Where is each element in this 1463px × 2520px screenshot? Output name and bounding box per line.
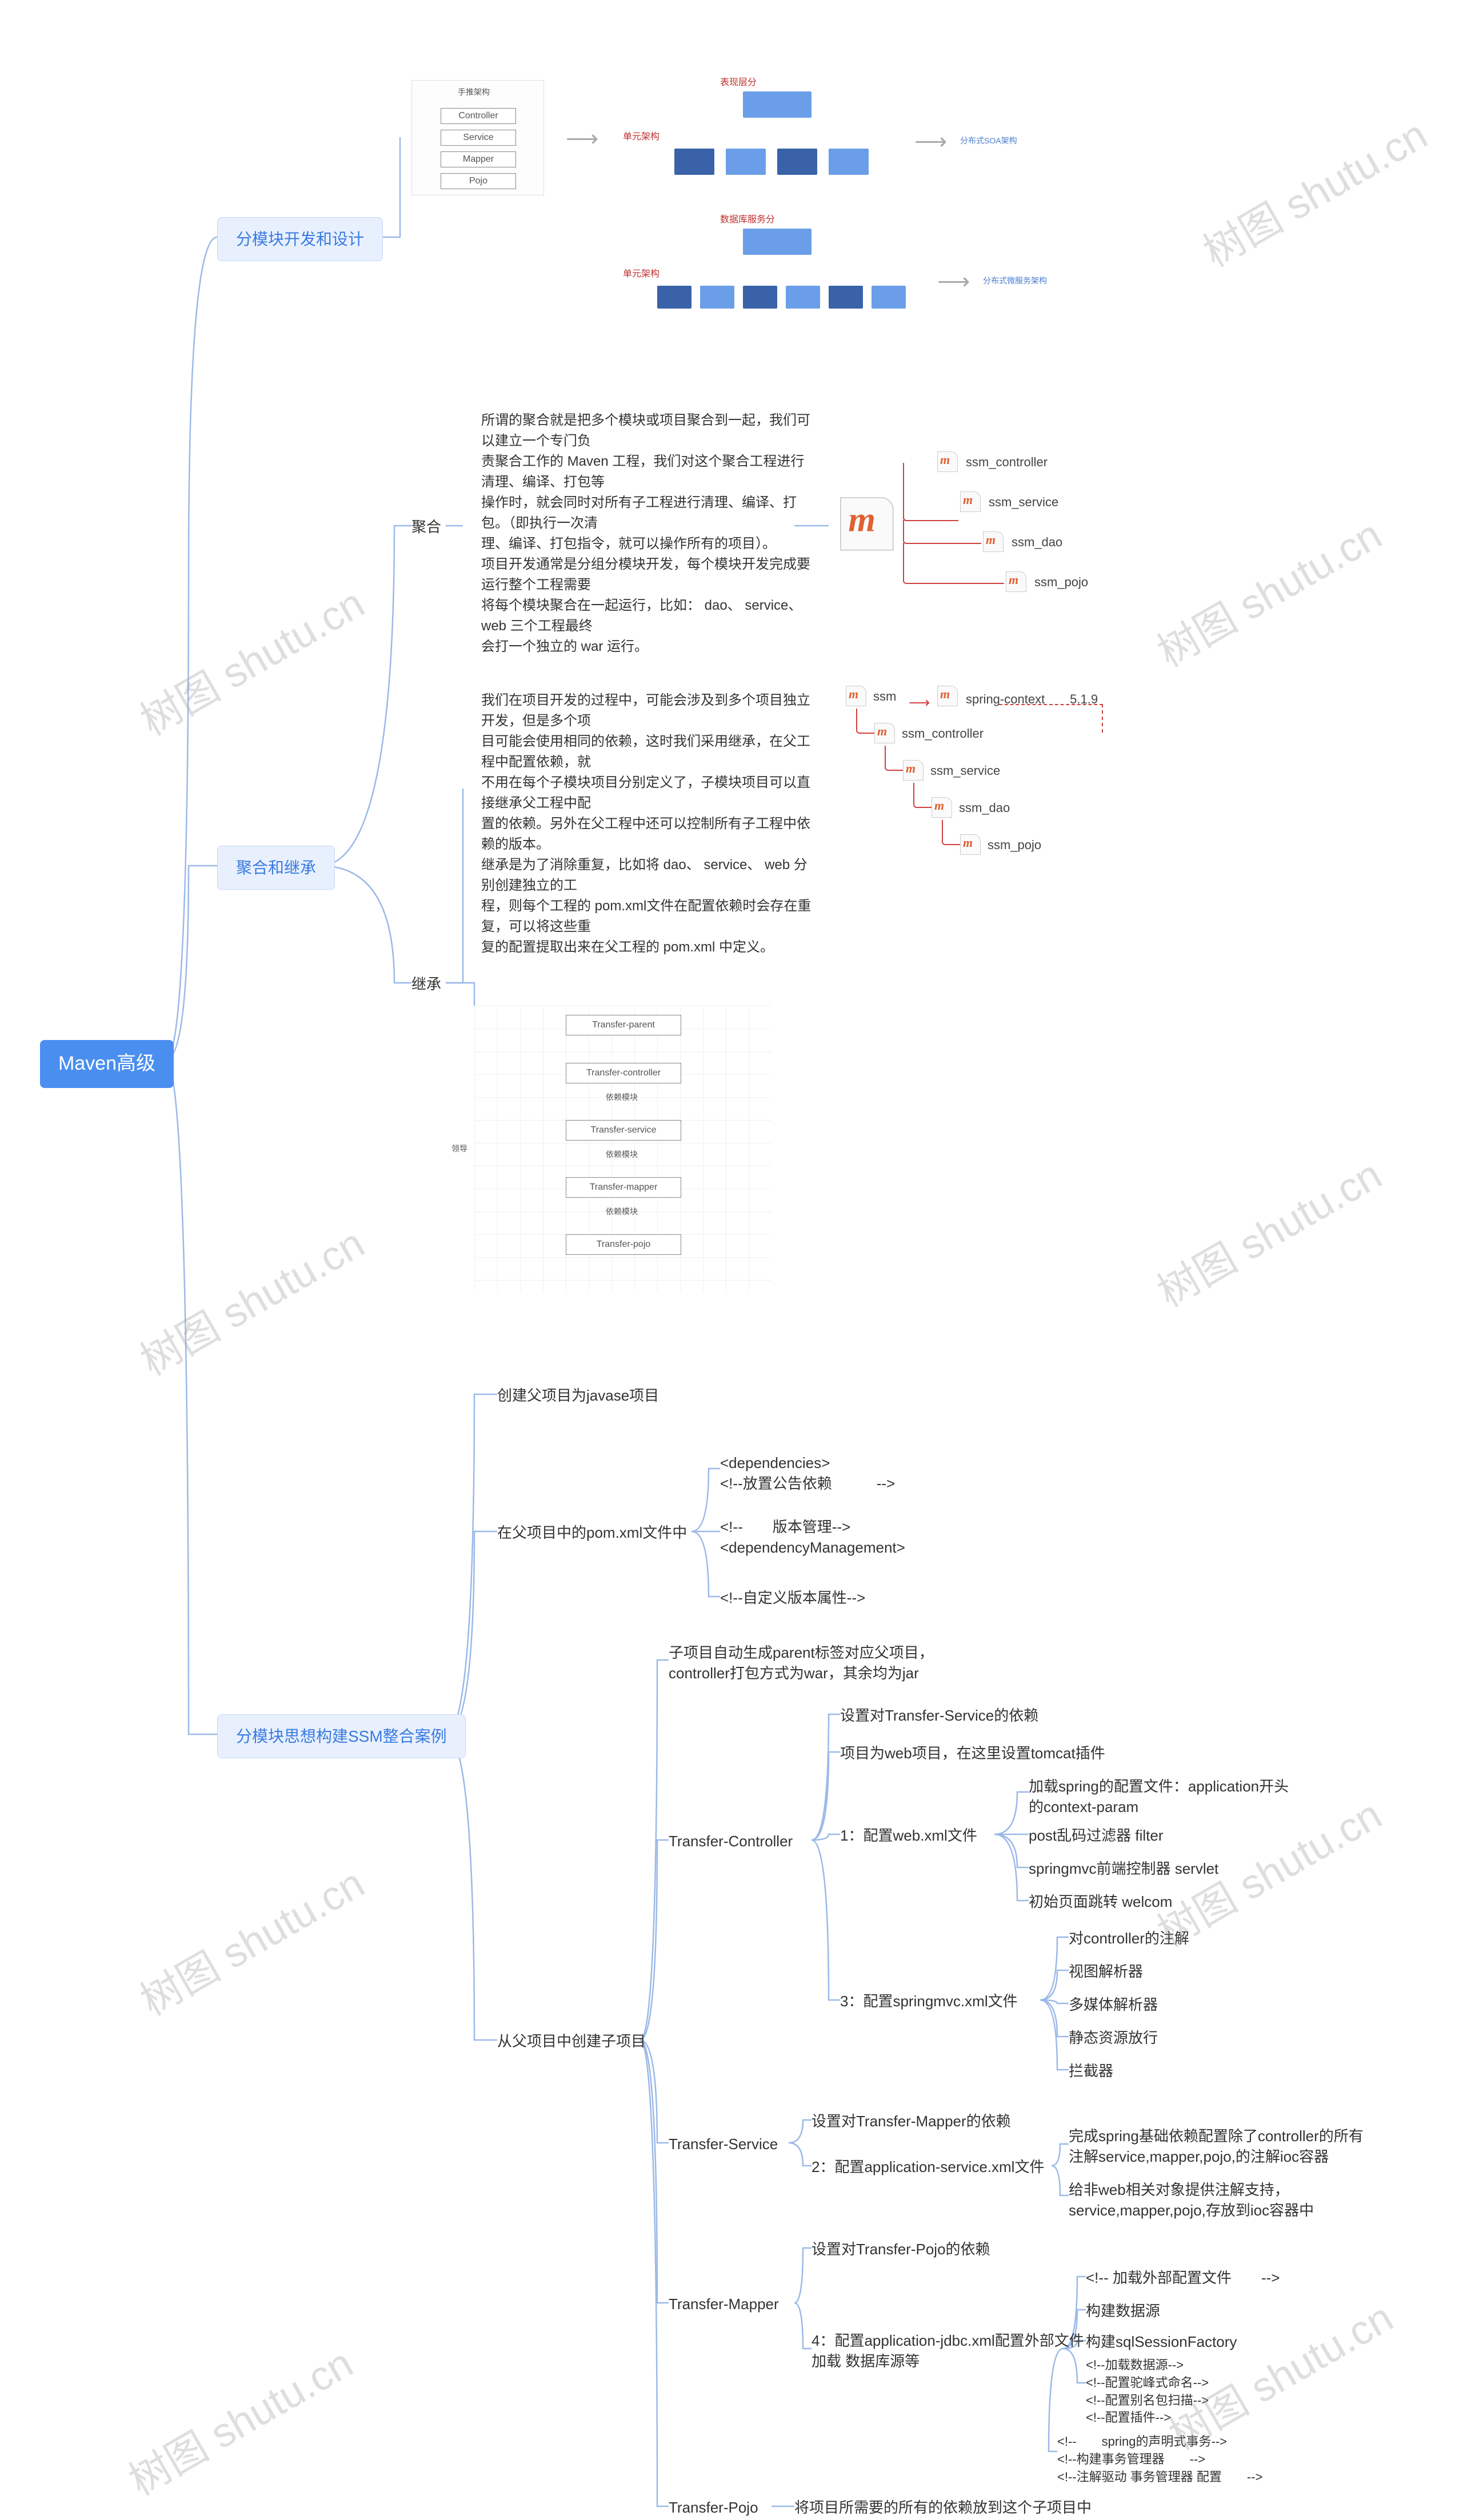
tc-sub: 静态资源放行: [1069, 2025, 1158, 2050]
tm-sub: <!--加载数据源--> <!--配置驼峰式命名--> <!--配置别名包扫描-…: [1086, 2354, 1209, 2429]
root-node[interactable]: Maven高级: [40, 1040, 174, 1088]
seq-side-label: 领导: [451, 1143, 467, 1154]
arch-layer: Service: [441, 130, 516, 146]
dep-block: <!-- 版本管理--> <dependencyManagement>: [720, 1514, 905, 1561]
seq-box: Transfer-service: [566, 1120, 681, 1141]
seq-rel: 依赖模块: [606, 1206, 638, 1217]
ts-item: 设置对Transfer-Mapper的依赖: [812, 2109, 1011, 2134]
tm-sub: 构建sqlSessionFactory: [1086, 2329, 1237, 2354]
dep-block: <dependencies> <!--放置公告依赖 -->: [720, 1450, 895, 1497]
arch-layer: Controller: [441, 108, 516, 124]
seq-rel: 依赖模块: [606, 1091, 638, 1103]
arch-monolith-box: 手推架构 Controller Service Mapper Pojo: [411, 80, 544, 195]
transfer-mapper[interactable]: Transfer-Mapper: [669, 2291, 779, 2317]
tm-sub: 构建数据源: [1086, 2298, 1160, 2323]
tc-item: 3：配置springmvc.xml文件: [840, 1989, 1018, 2014]
case-step2[interactable]: 在父项目中的pom.xml文件中: [497, 1520, 687, 1545]
tp-item: 将项目所需要的所有的依赖放到这个子项目中: [794, 2495, 1092, 2520]
transfer-pojo[interactable]: Transfer-Pojo: [669, 2495, 758, 2520]
tc-item: 1：配置web.xml文件: [840, 1823, 977, 1848]
ts-item: 2：配置application-service.xml文件: [812, 2154, 1044, 2179]
text-inheritance: 我们在项目开发的过程中，可能会涉及到多个项目独立开发，但是多个项 目可能会使用相…: [463, 680, 831, 968]
seq-box: Transfer-pojo: [566, 1234, 681, 1255]
tc-sub: 初始页面跳转 welcom: [1029, 1889, 1172, 1914]
tc-sub: 多媒体解析器: [1069, 1992, 1158, 2017]
arch-layer: Pojo: [441, 173, 516, 189]
node-aggregation[interactable]: 聚合: [411, 514, 441, 539]
ts-sub: 给非web相关对象提供注解支持，service,mapper,pojo,存放到i…: [1069, 2177, 1366, 2223]
tm-sub: <!-- spring的声明式事务--> <!--构建事务管理器 --> <!-…: [1057, 2431, 1262, 2488]
tm-sub: <!-- 加载外部配置文件 -->: [1086, 2265, 1280, 2290]
tm-item: 设置对Transfer-Pojo的依赖: [812, 2237, 990, 2262]
tm-item: 4：配置application-jdbc.xml配置外部文件 加载 数据库源等: [812, 2328, 1084, 2374]
node-module-design[interactable]: 分模块开发和设计: [217, 217, 383, 261]
tc-item: 设置对Transfer-Service的依赖: [840, 1703, 1038, 1728]
sub-desc: 子项目自动生成parent标签对应父项目， controller打包方式为war…: [669, 1640, 934, 1686]
tc-item: 项目为web项目，在这里设置tomcat插件: [840, 1741, 1105, 1766]
case-step1[interactable]: 创建父项目为javase项目: [497, 1383, 659, 1408]
sequence-diagram: 领导 Transfer-parent Transfer-controller 依…: [474, 1006, 772, 1291]
arch-title: 手推架构: [458, 86, 490, 98]
seq-box: Transfer-mapper: [566, 1177, 681, 1198]
tc-sub: post乱码过滤器 filter: [1029, 1823, 1164, 1848]
case-step3[interactable]: 从父项目中创建子项目: [497, 2029, 646, 2054]
node-ssm-case[interactable]: 分模块思想构建SSM整合案例: [217, 1714, 466, 1758]
seq-box: Transfer-parent: [566, 1015, 681, 1035]
node-aggregation-inheritance[interactable]: 聚合和继承: [217, 846, 335, 890]
tc-sub: 拦截器: [1069, 2058, 1113, 2083]
seq-box: Transfer-controller: [566, 1063, 681, 1083]
node-inheritance[interactable]: 继承: [411, 971, 441, 997]
dep-block: <!--自定义版本属性-->: [720, 1585, 865, 1610]
seq-rel: 依赖模块: [606, 1149, 638, 1160]
arch-layer: Mapper: [441, 151, 516, 167]
transfer-controller[interactable]: Transfer-Controller: [669, 1829, 793, 1854]
ts-sub: 完成spring基础依赖配置除了controller的所有注解service,m…: [1069, 2123, 1366, 2170]
tc-sub: springmvc前端控制器 servlet: [1029, 1856, 1218, 1881]
text-aggregation: 所谓的聚合就是把多个模块或项目聚合到一起，我们可以建立一个专门负 责聚合工作的 …: [463, 400, 831, 667]
tc-sub: 视图解析器: [1069, 1959, 1143, 1984]
tc-sub: 对controller的注解: [1069, 1926, 1189, 1951]
tc-sub: 加载spring的配置文件：application开头的context-para…: [1029, 1774, 1303, 1820]
transfer-service[interactable]: Transfer-Service: [669, 2131, 778, 2157]
